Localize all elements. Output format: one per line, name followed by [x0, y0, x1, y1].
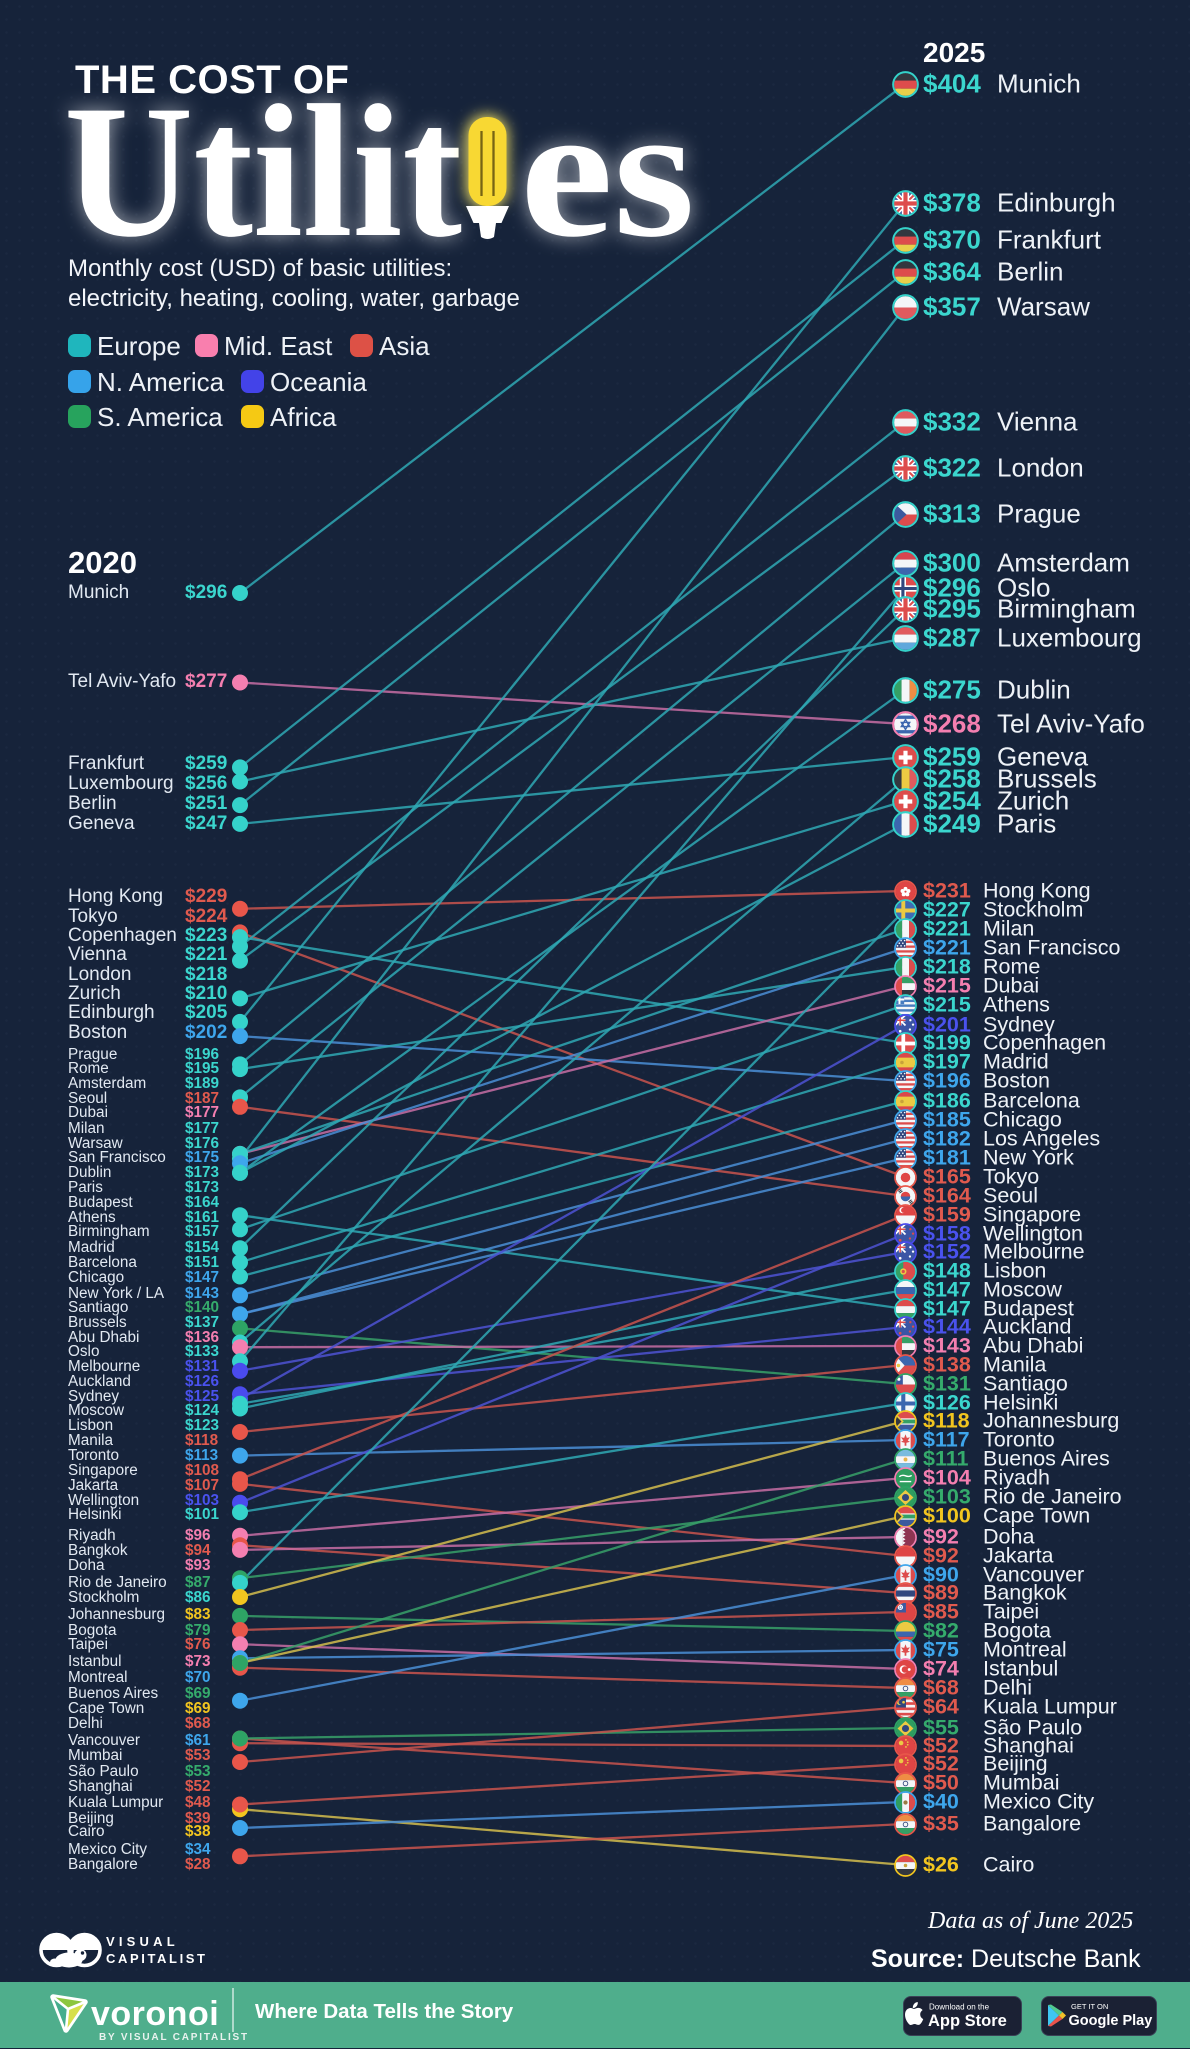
svg-text:CAPITALIST: CAPITALIST — [106, 1951, 208, 1966]
svg-text:App Store: App Store — [928, 2012, 1007, 2030]
svg-text:es: es — [520, 67, 695, 270]
svg-text:Download on the: Download on the — [929, 2003, 990, 2012]
svg-text:VISUAL: VISUAL — [106, 1934, 179, 1949]
svg-text:BY VISUAL CAPITALIST: BY VISUAL CAPITALIST — [99, 2032, 249, 2043]
svg-text:es: es — [520, 67, 695, 270]
svg-text:Utilit: Utilit — [64, 67, 462, 270]
svg-text:Google Play: Google Play — [1069, 2013, 1153, 2029]
svg-text:voronoi: voronoi — [91, 1995, 219, 2033]
svg-text:GET IT ON: GET IT ON — [1071, 2002, 1108, 2011]
svg-text:Utilit: Utilit — [64, 67, 462, 270]
